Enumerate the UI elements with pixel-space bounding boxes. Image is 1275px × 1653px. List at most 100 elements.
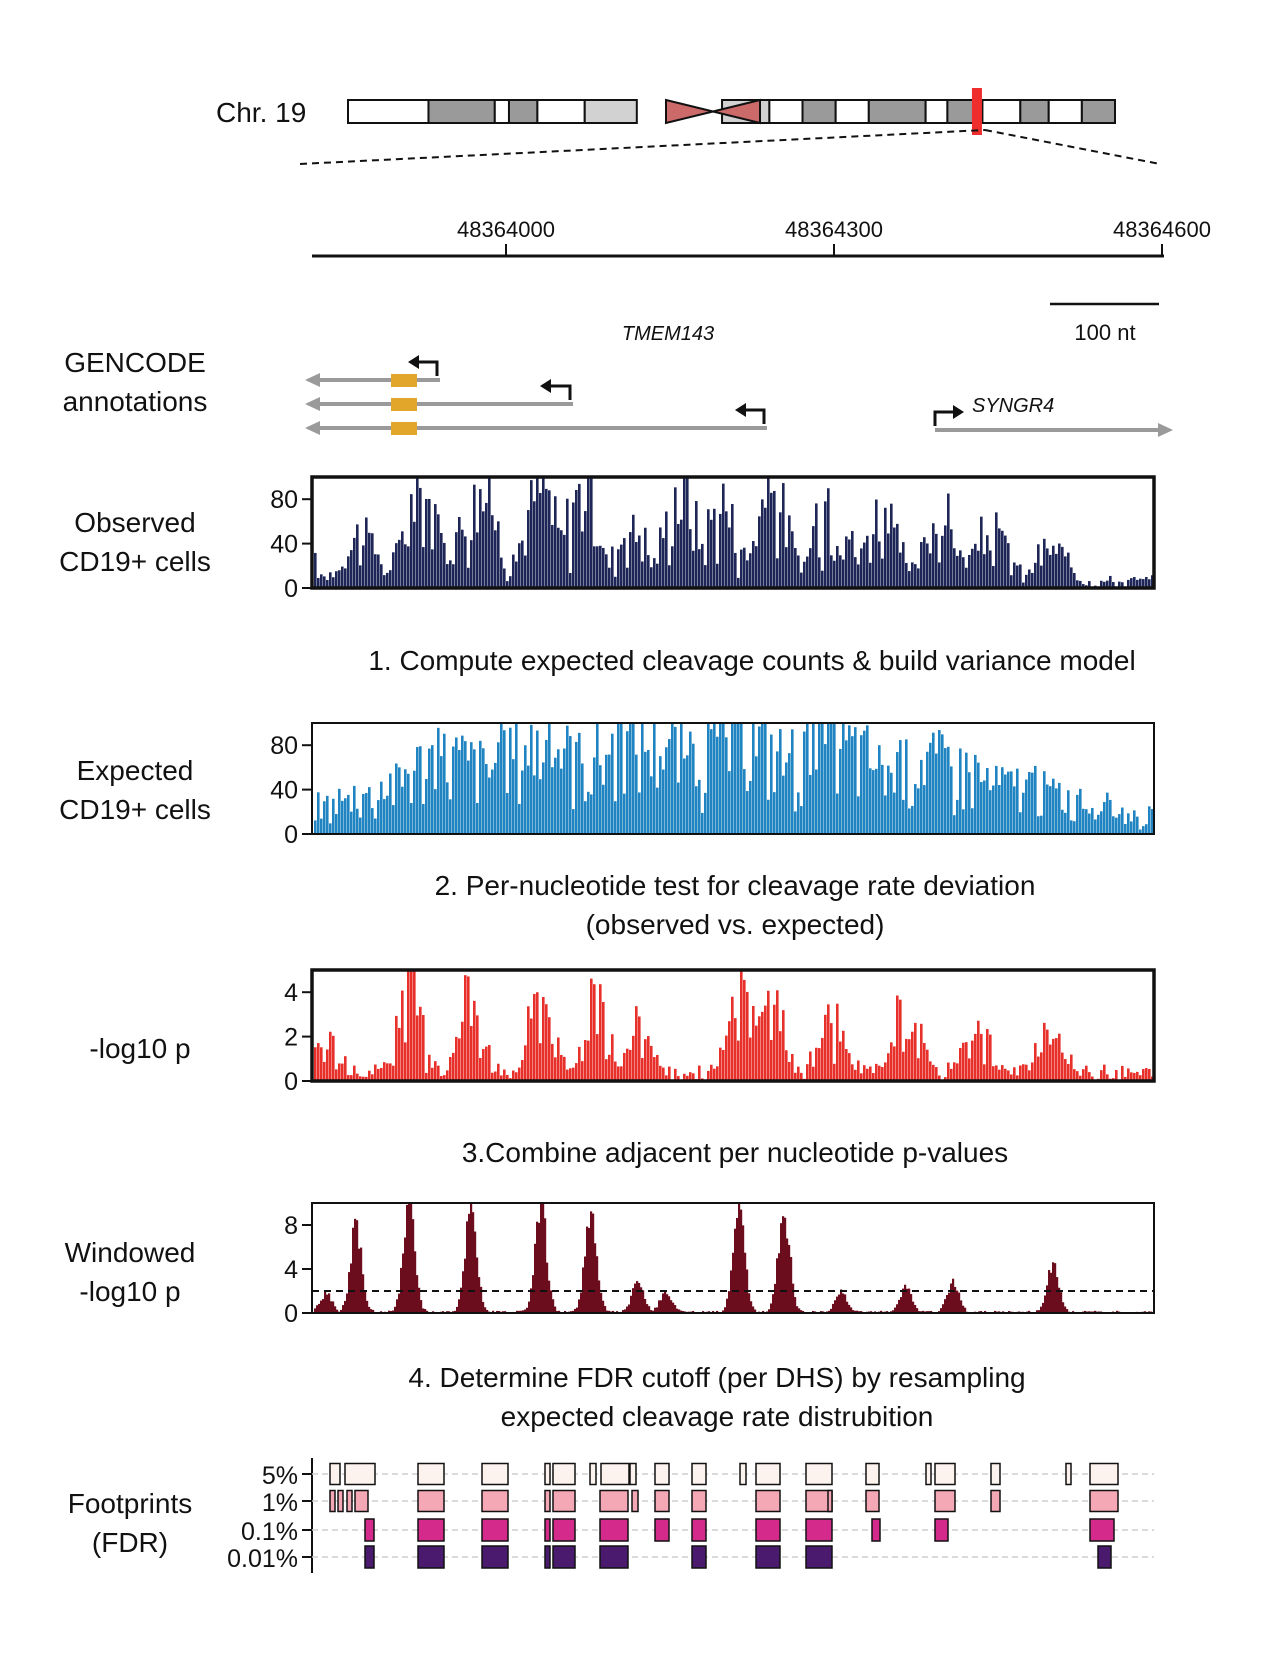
footprint-box xyxy=(417,1518,445,1542)
signal-bar xyxy=(1013,562,1016,588)
signal-bar xyxy=(362,1274,365,1313)
signal-bar xyxy=(1106,580,1109,588)
coordinate-tick-label: 48364000 xyxy=(457,217,555,242)
signal-bar xyxy=(1139,1075,1142,1081)
signal-bar xyxy=(342,1305,345,1313)
signal-bar xyxy=(635,754,638,834)
signal-bar xyxy=(749,553,752,588)
signal-bar xyxy=(353,1065,356,1081)
signal-bar xyxy=(791,1054,794,1081)
footprint-box xyxy=(481,1518,509,1542)
signal-bar xyxy=(468,1213,471,1313)
signal-bar xyxy=(683,758,686,834)
signal-bar xyxy=(764,507,767,588)
signal-bar xyxy=(1136,1071,1139,1081)
signal-bar xyxy=(794,811,797,834)
signal-bar xyxy=(596,1034,599,1081)
footprint-box xyxy=(417,1489,445,1513)
signal-bar xyxy=(1133,577,1136,588)
signal-bar xyxy=(1043,771,1046,834)
signal-bar xyxy=(608,567,611,588)
signal-bar xyxy=(850,1307,853,1313)
signal-bar xyxy=(827,723,830,834)
zoom-line-left xyxy=(299,129,986,165)
signal-bar xyxy=(557,1037,560,1081)
signal-bar xyxy=(1043,1022,1046,1081)
signal-bar xyxy=(689,731,692,834)
signal-bar xyxy=(476,1015,479,1081)
signal-bar xyxy=(848,539,851,588)
signal-bar xyxy=(698,779,701,834)
signal-bar xyxy=(533,775,536,834)
signal-bar xyxy=(314,552,317,588)
signal-bar xyxy=(1004,1068,1007,1081)
signal-bar xyxy=(839,748,842,834)
signal-bar xyxy=(722,483,725,588)
footprint-box xyxy=(481,1489,509,1513)
signal-bar xyxy=(672,1302,675,1313)
signal-bar xyxy=(1127,813,1130,834)
signal-bar xyxy=(353,785,356,834)
footprint-box xyxy=(589,1462,597,1486)
signal-bar xyxy=(846,1301,849,1313)
expected-label-line2: CD19+ cells xyxy=(59,794,211,825)
signal-bar xyxy=(1136,579,1139,588)
windowed-track: 8 4 0 xyxy=(284,1202,1155,1328)
signal-bar xyxy=(800,572,803,588)
signal-bar xyxy=(848,725,851,834)
signal-bar xyxy=(1148,806,1151,834)
signal-bar xyxy=(600,1292,603,1313)
signal-bar xyxy=(455,737,458,834)
signal-bar xyxy=(317,792,320,834)
signal-bar xyxy=(736,1217,739,1313)
signal-bar xyxy=(320,1047,323,1081)
signal-bar xyxy=(818,723,821,834)
fdr-level-label: 0.01% xyxy=(227,1545,298,1573)
signal-bar xyxy=(515,561,518,588)
signal-bar xyxy=(554,757,557,834)
signal-bar xyxy=(598,1280,601,1313)
signal-bar xyxy=(578,483,581,588)
signal-bar xyxy=(710,1064,713,1081)
signal-bar xyxy=(863,542,866,588)
signal-bar xyxy=(386,572,389,588)
signal-bar xyxy=(1052,1262,1055,1313)
signal-bar xyxy=(545,488,548,588)
signal-bar xyxy=(554,496,557,588)
signal-bar xyxy=(530,480,533,588)
signal-bar xyxy=(788,753,791,834)
signal-bar xyxy=(659,756,662,834)
signal-bar xyxy=(1085,1065,1088,1081)
signal-bar xyxy=(994,1310,997,1313)
signal-bar xyxy=(1055,553,1058,588)
signal-bar xyxy=(854,557,857,588)
signal-bar xyxy=(344,798,347,834)
signal-bar xyxy=(575,1063,578,1081)
signal-bar xyxy=(611,1034,614,1081)
signal-bar xyxy=(410,970,413,1081)
signal-bar xyxy=(449,560,452,588)
ideogram-band xyxy=(801,99,837,124)
signal-bar xyxy=(773,490,776,588)
signal-bar xyxy=(1064,1306,1067,1313)
signal-bar xyxy=(362,545,365,588)
signal-bar xyxy=(1037,1056,1040,1081)
signal-bar xyxy=(875,768,878,834)
observed-track: 80 40 0 xyxy=(270,475,1156,603)
signal-bar xyxy=(1076,794,1079,834)
footprint-box xyxy=(739,1462,747,1486)
signal-bar xyxy=(419,746,422,834)
signal-bar xyxy=(359,1076,362,1081)
fdr-level-label: 1% xyxy=(262,1489,298,1517)
signal-bar xyxy=(566,725,569,834)
signal-bar xyxy=(832,1303,835,1313)
signal-bar xyxy=(1019,1065,1022,1081)
signal-bar xyxy=(662,1293,665,1313)
signal-bar xyxy=(764,1005,767,1081)
signal-bar xyxy=(893,527,896,588)
ideogram-band xyxy=(507,99,539,124)
signal-bar xyxy=(416,1015,419,1081)
signal-bar xyxy=(422,1308,425,1313)
signal-bar xyxy=(506,1074,509,1081)
signal-bar xyxy=(623,793,626,834)
